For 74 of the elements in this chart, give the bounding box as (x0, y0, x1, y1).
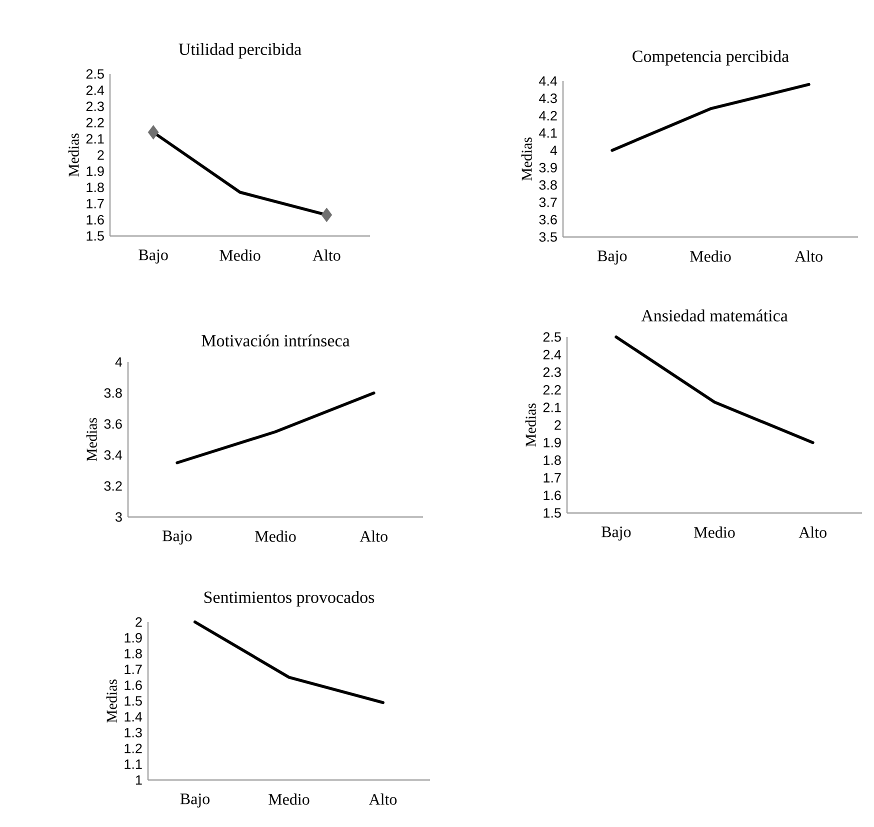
y-axis-title: Medias (68, 133, 79, 177)
y-tick-label: 3.6 (539, 214, 557, 224)
x-tick-label: Medio (255, 530, 296, 542)
y-tick-label: 1.8 (86, 182, 104, 192)
x-tick-label: Bajo (180, 794, 210, 808)
x-tick-label: Alto (794, 250, 822, 262)
y-tick-label: 2.3 (86, 102, 104, 112)
y-tick-label: 2 (554, 420, 561, 430)
y-tick-label: 2.2 (86, 118, 104, 128)
y-tick-label: 3.9 (539, 162, 557, 172)
x-tick-label: Bajo (162, 530, 192, 545)
x-tick-label: Alto (798, 526, 826, 538)
y-tick-label: 1.8 (544, 455, 561, 465)
y-tick-label: 2.5 (86, 69, 104, 79)
y-tick-label: 2 (136, 617, 142, 627)
y-tick-label: 4.3 (539, 94, 557, 104)
y-tick-label: 3.8 (104, 388, 122, 398)
y-tick-label: 1.5 (86, 231, 104, 241)
y-tick-label: 2.2 (543, 385, 561, 395)
y-tick-label: 1.8 (124, 648, 142, 658)
y-tick-label: 2 (98, 150, 104, 160)
chart-title: Ansiedad matemática (641, 309, 788, 322)
y-tick-label: 3.8 (539, 180, 557, 190)
y-tick-label: 3.6 (104, 419, 122, 429)
y-tick-label: 2.1 (543, 402, 561, 412)
y-tick-label: 1.7 (86, 198, 104, 208)
y-tick-label: 4.2 (539, 110, 557, 120)
x-tick-label: Medio (220, 250, 260, 261)
y-tick-label: 2.5 (543, 332, 561, 342)
y-tick-label: 1 (136, 775, 142, 785)
y-tick-label: 1.1 (124, 760, 142, 769)
y-tick-label: 1.2 (124, 744, 142, 754)
y-tick-label: 1.9 (124, 633, 142, 643)
y-tick-label: 1.5 (124, 696, 142, 706)
y-axis-title: Medias (106, 679, 117, 723)
y-axis-title: Medias (525, 403, 536, 447)
y-tick-label: 1.6 (124, 680, 142, 690)
x-tick-label: Bajo (602, 526, 631, 541)
x-tick-label: Alto (368, 794, 397, 805)
y-tick-label: 1.6 (86, 215, 104, 225)
y-tick-label: 3.4 (104, 450, 122, 460)
y-tick-label: 3.5 (539, 232, 557, 242)
y-tick-label: 4.1 (539, 128, 557, 138)
chart-title: Sentimientos provocados (204, 591, 374, 606)
y-tick-label: 4 (550, 146, 558, 155)
chart-title: Utilidad percibida (178, 43, 302, 58)
chart-title: Competencia percibida (632, 50, 789, 66)
y-tick-label: 1.7 (124, 664, 142, 674)
y-tick-label: 2.1 (86, 134, 104, 144)
y-tick-label: 3 (115, 512, 122, 522)
x-tick-label: Alto (360, 530, 388, 542)
y-tick-label: 1.9 (86, 166, 104, 176)
y-tick-label: 1.3 (124, 728, 142, 738)
x-tick-label: Bajo (598, 250, 627, 265)
y-tick-label: 1.6 (544, 490, 561, 500)
x-tick-label: Alto (312, 250, 340, 261)
y-tick-label: 4 (115, 357, 122, 367)
y-tick-label: 4.4 (539, 76, 558, 86)
y-tick-label: 1.4 (124, 712, 142, 722)
x-tick-label: Medio (694, 526, 735, 538)
y-axis-title: Medias (521, 137, 532, 181)
x-tick-label: Bajo (138, 250, 168, 264)
y-axis-title: Medias (86, 418, 97, 462)
y-tick-label: 2.4 (543, 350, 562, 360)
y-tick-label: 3.7 (539, 198, 557, 208)
y-tick-label: 1.7 (544, 473, 561, 482)
x-tick-label: Medio (690, 250, 731, 262)
y-tick-label: 2.4 (86, 85, 104, 95)
y-tick-label: 3.2 (104, 481, 122, 491)
y-tick-label: 2.3 (543, 367, 561, 377)
y-tick-label: 1.5 (544, 508, 561, 518)
chart-title: Motivación intrínseca (202, 334, 350, 346)
x-tick-label: Medio (268, 794, 310, 805)
y-tick-label: 1.9 (544, 438, 561, 448)
